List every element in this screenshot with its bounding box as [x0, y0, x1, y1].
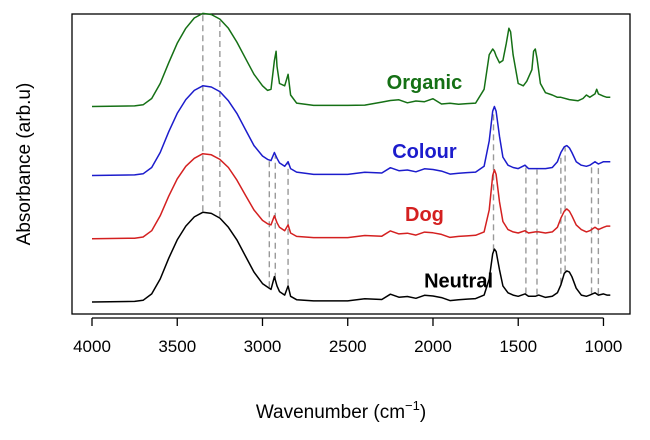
- series-line-dog: [91, 152, 611, 240]
- x-axis: 4000 3500 3000 2500 2000 1500 1000: [73, 317, 623, 356]
- series-label-colour: Colour: [392, 141, 457, 163]
- x-tick-label-1500: 1500: [499, 337, 537, 356]
- x-tick-label-4000: 4000: [73, 337, 111, 356]
- x-tick-label-3000: 3000: [244, 337, 282, 356]
- x-axis-title-main: Wavenumber (cm: [256, 402, 405, 423]
- series-label-organic: Organic: [387, 72, 463, 94]
- series-label-dog: Dog: [405, 204, 444, 226]
- x-axis-title-superscript: −1: [405, 398, 420, 413]
- series-label-neutral: Neutral: [424, 271, 493, 293]
- x-tick-label-1000: 1000: [585, 337, 623, 356]
- plot-frame: [71, 13, 631, 315]
- x-axis-title: Wavenumber (cm−1): [256, 398, 426, 423]
- x-axis-title-suffix: ): [420, 402, 426, 423]
- series-line-colour: [91, 85, 611, 177]
- series-line-neutral: [91, 211, 611, 303]
- series-group: [91, 12, 611, 303]
- y-axis-title: Absorbance (arb.u): [14, 83, 35, 246]
- x-tick-label-2500: 2500: [329, 337, 367, 356]
- series-labels: Neutral Dog Colour Organic: [387, 72, 493, 293]
- series-line-organic: [91, 12, 611, 108]
- x-tick-label-2000: 2000: [414, 337, 452, 356]
- x-tick-label-3500: 3500: [158, 337, 196, 356]
